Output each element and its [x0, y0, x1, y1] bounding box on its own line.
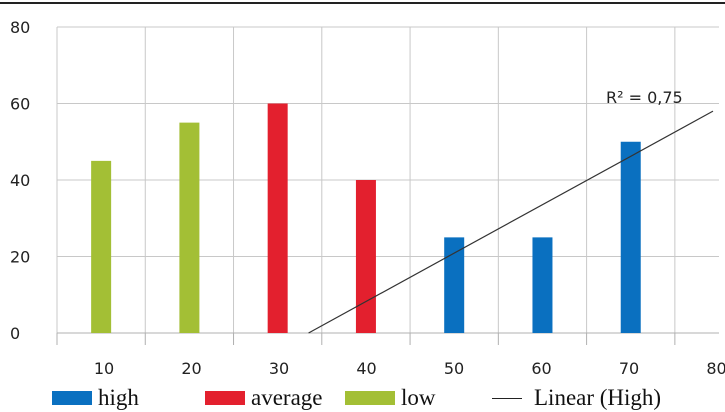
x-tick-label-40: 40: [356, 359, 376, 378]
x-tick-label-30: 30: [269, 359, 289, 378]
legend-label-high: high: [98, 385, 139, 410]
trendline-group: R² = 0,75: [308, 88, 714, 334]
y-tick-label-80: 80: [10, 18, 30, 37]
y-tick-label-60: 60: [10, 95, 30, 114]
x-tick-label-80: 80: [706, 359, 725, 378]
legend-swatch-average: [205, 391, 245, 405]
bar-high-60: [532, 237, 553, 333]
bar-low-20: [179, 122, 200, 333]
legend: high average low Linear (High): [0, 384, 725, 412]
y-tick-label-0: 0: [10, 324, 20, 343]
x-tick-label-10: 10: [94, 359, 114, 378]
legend-item-low: low: [345, 384, 436, 412]
legend-swatch-low: [345, 391, 395, 405]
x-tick-label-60: 60: [531, 359, 551, 378]
legend-line-trendline: [492, 397, 522, 399]
legend-item-average: average: [205, 384, 323, 412]
y-tick-label-20: 20: [10, 248, 30, 267]
bar-average-40: [355, 180, 376, 333]
legend-label-average: average: [251, 385, 323, 410]
trendline: [308, 110, 714, 334]
tick-labels: 0 20 40 60 80 10 20 30 40 50 60 70 80: [10, 18, 725, 378]
bar-high-50: [444, 237, 465, 333]
legend-label-trendline: Linear (High): [534, 385, 662, 410]
bars: [91, 103, 641, 333]
x-tick-label-70: 70: [619, 359, 639, 378]
bar-average-30: [267, 103, 288, 333]
x-tick-label-50: 50: [444, 359, 464, 378]
bar-chart: R² = 0,75 0 20 40 60 80 10 20 30 40 50 60 70 80: [0, 2, 725, 378]
legend-swatch-high: [52, 391, 92, 405]
bar-high-70: [620, 141, 641, 333]
legend-item-trendline: Linear (High): [492, 384, 661, 412]
bar-low-10: [91, 160, 112, 333]
legend-label-low: low: [401, 385, 436, 410]
y-tick-label-40: 40: [10, 171, 30, 190]
legend-item-high: high: [52, 384, 139, 412]
r-squared-label: R² = 0,75: [606, 88, 683, 107]
x-tick-label-20: 20: [181, 359, 201, 378]
